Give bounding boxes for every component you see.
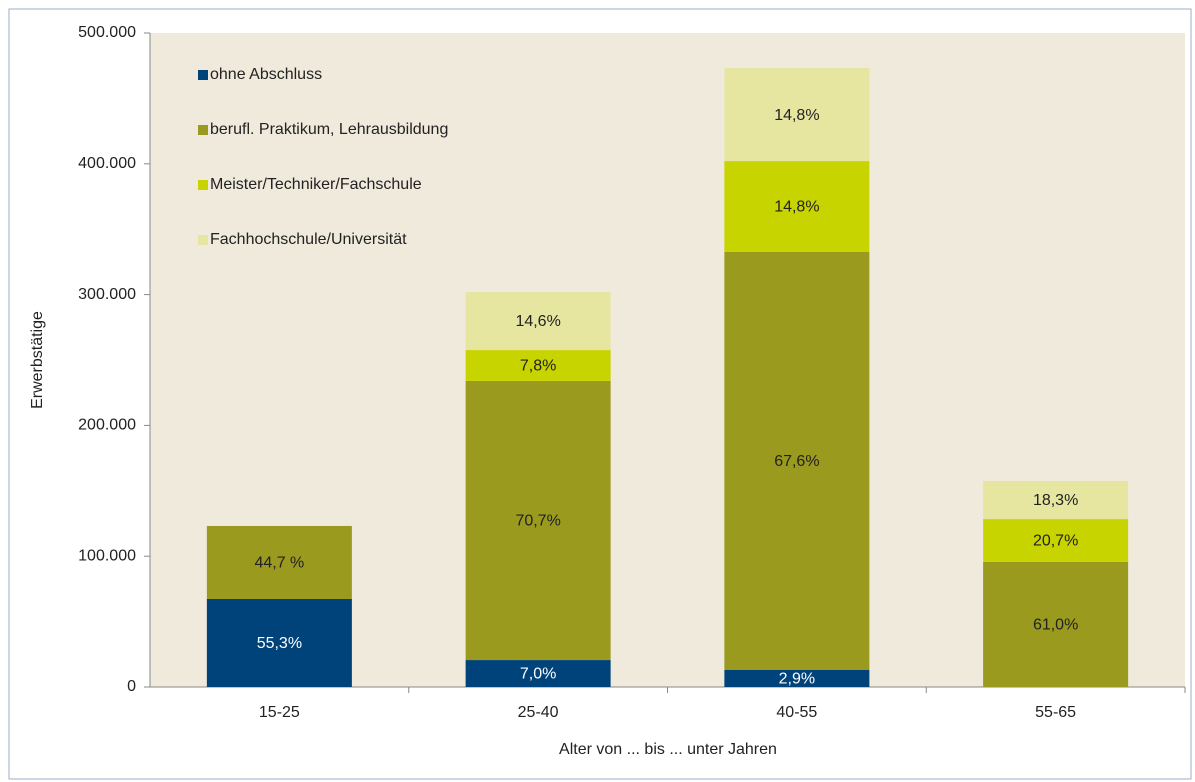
bar-segment [724, 251, 870, 670]
legend-label: berufl. Praktikum, Lehrausbildung [210, 121, 448, 138]
bar-segment [465, 350, 611, 381]
bar-segment [206, 525, 352, 599]
share-label: 2,9% [779, 671, 815, 688]
share-label: 70,7% [515, 513, 560, 530]
share-label: 7,8% [520, 358, 556, 375]
bar-segment [206, 598, 352, 687]
legend-swatch [198, 180, 208, 190]
x-tick-label: 25-40 [518, 704, 559, 721]
legend-swatch [198, 235, 208, 245]
legend-label: Meister/Techniker/Fachschule [210, 176, 422, 193]
bar-segment [465, 291, 611, 351]
y-tick-label: 400.000 [78, 155, 136, 172]
share-label: 61,0% [1033, 617, 1078, 634]
share-label: 44,7 % [254, 555, 304, 572]
share-label: 14,6% [515, 313, 560, 330]
bar-segment [983, 480, 1129, 520]
x-tick-label: 15-25 [259, 704, 300, 721]
x-tick-label: 55-65 [1035, 704, 1076, 721]
y-tick-label: 100.000 [78, 547, 136, 564]
x-axis-label: Alter von ... bis ... unter Jahren [559, 741, 777, 758]
bar-segment [983, 561, 1129, 687]
share-label: 55,3% [257, 635, 302, 652]
y-axis-label: Erwerbstätige [29, 311, 46, 409]
share-label: 14,8% [774, 107, 819, 124]
legend-swatch [198, 70, 208, 80]
bar-segment [724, 161, 870, 252]
bar-segment [983, 519, 1129, 562]
bar-segment [724, 68, 870, 162]
legend-label: ohne Abschluss [210, 66, 322, 83]
x-tick-label: 40-55 [776, 704, 817, 721]
bar-segment [465, 380, 611, 661]
bar-segment [465, 660, 611, 687]
share-label: 18,3% [1033, 492, 1078, 509]
share-label: 20,7% [1033, 533, 1078, 550]
share-label: 67,6% [774, 453, 819, 470]
legend-swatch [198, 125, 208, 135]
y-tick-label: 200.000 [78, 417, 136, 434]
share-label: 14,8% [774, 199, 819, 216]
y-tick-label: 300.000 [78, 286, 136, 303]
share-label: 7,0% [520, 666, 556, 683]
bar-segment [724, 669, 870, 687]
y-tick-label: 500.000 [78, 24, 136, 41]
legend-label: Fachhochschule/Universität [210, 231, 407, 248]
y-tick-label: 0 [127, 678, 136, 695]
